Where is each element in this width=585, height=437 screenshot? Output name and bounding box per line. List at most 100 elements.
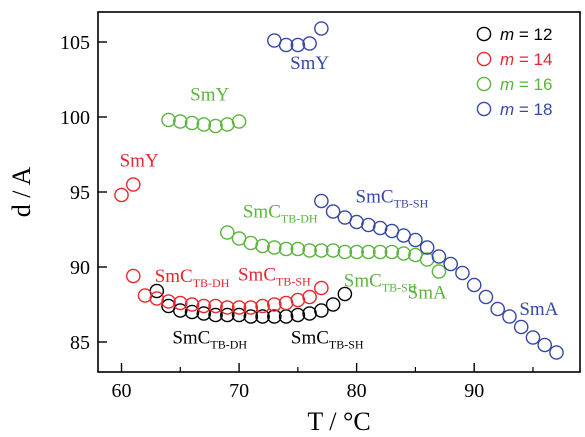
axis-ticks: 60 70 80 90 85 90 95 100 105 (60, 32, 534, 402)
data-point (314, 193, 329, 209)
data-point (372, 244, 388, 260)
phase-label-4: SmCTB-DH (243, 202, 318, 226)
data-point (325, 204, 341, 219)
data-point (243, 309, 259, 324)
data-point (161, 294, 176, 309)
legend-label-2: m = 16 (500, 75, 552, 94)
data-point (290, 37, 306, 53)
phase-label-10: SmCTB-DH (172, 328, 247, 352)
data-point (455, 265, 470, 281)
data-point (220, 300, 235, 315)
data-point (184, 304, 200, 320)
data-point (408, 232, 423, 248)
data-point (302, 243, 317, 258)
phase-label-9: SmA (519, 299, 558, 320)
data-point (372, 220, 388, 236)
phase-label-11: SmCTB-SH (291, 328, 364, 352)
data-point (502, 309, 517, 324)
data-point (290, 292, 306, 308)
x-tick-label-70: 70 (229, 380, 249, 402)
data-point (267, 240, 282, 255)
legend-marker-1 (476, 51, 492, 67)
data-point (431, 264, 447, 279)
data-point (314, 280, 329, 296)
data-point (361, 217, 376, 233)
data-point (114, 187, 129, 203)
data-point (349, 214, 364, 230)
data-point (220, 307, 235, 323)
legend-label-1: m = 14 (500, 50, 552, 69)
legend-marker-2 (476, 76, 492, 92)
y-tick-label-85: 85 (70, 332, 90, 354)
data-point (396, 246, 411, 261)
data-point (490, 301, 506, 317)
data-point (208, 307, 223, 323)
data-point (125, 268, 141, 284)
data-point (267, 297, 282, 312)
data-point (125, 177, 141, 192)
data-point (419, 240, 435, 255)
phase-label-8: SmA (408, 283, 447, 304)
data-point (314, 21, 329, 36)
x-axis-title: T / °C (307, 407, 370, 436)
phase-annotations: SmY SmY SmY SmCTB-SH SmCTB-DH SmCTB-DH SmCTB-S… (120, 53, 559, 352)
y-tick-label-90: 90 (70, 257, 90, 279)
data-point (314, 303, 329, 318)
data-point (243, 300, 259, 315)
y-axis-title: d / A (7, 167, 36, 218)
data-point (161, 112, 176, 128)
data-point (172, 114, 188, 129)
data-point (220, 225, 235, 240)
data-point (431, 249, 447, 264)
data-point (231, 114, 247, 129)
phase-label-1: SmY (190, 85, 229, 106)
phase-label-2: SmY (120, 151, 159, 172)
series-0 (149, 283, 353, 324)
phase-label-0: SmY (290, 53, 329, 74)
data-point (172, 303, 188, 318)
data-point (549, 345, 564, 360)
legend-marker-0 (476, 26, 492, 42)
data-point (419, 252, 435, 267)
data-point (325, 297, 341, 312)
data-point (278, 241, 294, 257)
data-point (349, 244, 364, 260)
data-point (525, 330, 541, 345)
data-point (255, 238, 270, 254)
data-point (513, 319, 529, 335)
data-point (314, 243, 329, 258)
x-tick-label-90: 90 (464, 380, 484, 402)
data-point (302, 36, 317, 51)
data-point (208, 298, 223, 314)
data-point (184, 297, 200, 312)
data-point (278, 37, 294, 53)
data-point (537, 337, 553, 353)
data-point (231, 300, 247, 315)
legend-label-3: m = 18 (500, 100, 552, 119)
series-1 (114, 177, 329, 315)
series-2 (161, 112, 447, 279)
phase-label-3: SmCTB-SH (356, 187, 429, 211)
plot-frame (97, 11, 581, 373)
data-point (290, 307, 306, 323)
data-point (196, 306, 212, 321)
phase-label-6: SmCTB-SH (238, 265, 311, 289)
data-point (196, 298, 212, 314)
legend-marker-3 (476, 101, 492, 117)
data-point (361, 244, 376, 260)
data-points (114, 21, 564, 360)
series-3 (267, 21, 564, 360)
x-tick-label-80: 80 (347, 380, 367, 402)
data-point (196, 117, 212, 132)
data-point (243, 235, 259, 251)
data-point (255, 298, 270, 314)
data-point (267, 309, 282, 324)
phase-label-7: SmCTB-SH (344, 271, 417, 295)
data-point (172, 295, 188, 311)
data-point (208, 118, 223, 134)
legend-label-0: m = 12 (500, 25, 552, 44)
x-tick-label-60: 60 (112, 380, 132, 402)
data-point (149, 291, 165, 306)
data-point (137, 288, 153, 303)
